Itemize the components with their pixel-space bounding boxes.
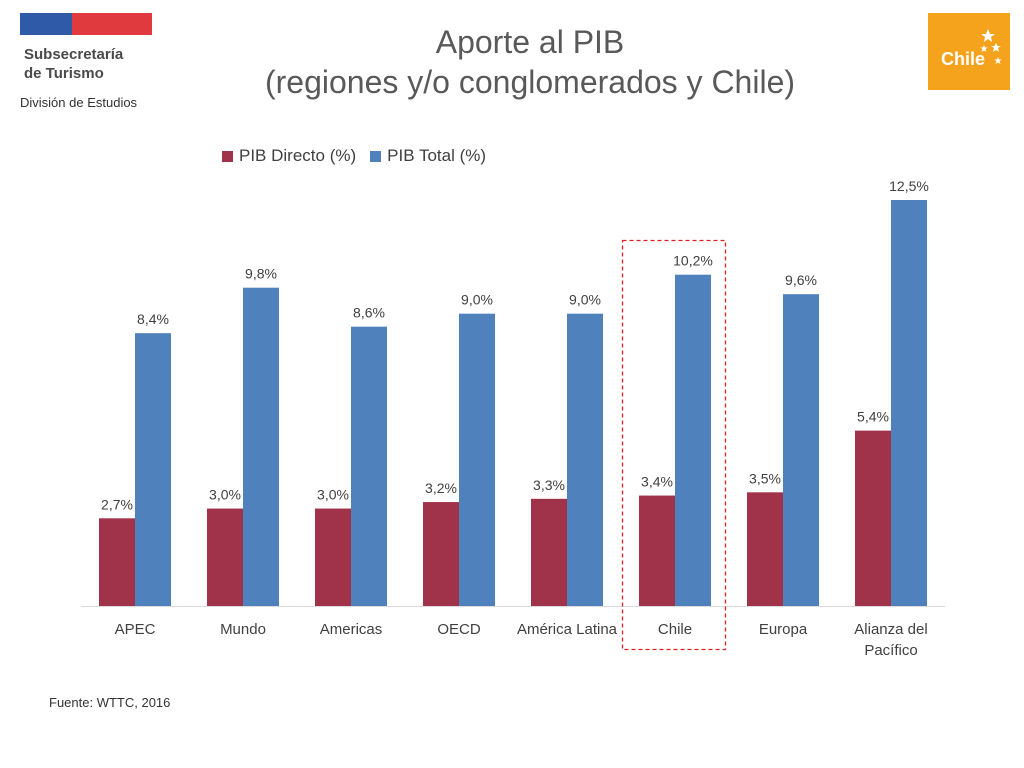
chart-legend: PIB Directo (%) PIB Total (%) bbox=[222, 146, 500, 166]
chile-brand-logo: Chile bbox=[928, 13, 1010, 90]
bar-total bbox=[135, 333, 171, 606]
chart-title-line2: (regiones y/o conglomerados y Chile) bbox=[264, 64, 796, 100]
data-label: 9,6% bbox=[785, 272, 817, 288]
x-tick-label: APEC bbox=[115, 621, 156, 638]
bar-directo bbox=[207, 508, 243, 606]
bar-directo bbox=[423, 502, 459, 606]
x-tick-label: Chile bbox=[658, 621, 692, 638]
bar-total bbox=[891, 200, 927, 606]
data-label: 3,2% bbox=[425, 480, 457, 496]
chart-title-line1: Aporte al PIB bbox=[435, 24, 625, 60]
legend-item-directo: PIB Directo (%) bbox=[222, 146, 356, 166]
bar-directo bbox=[531, 498, 567, 606]
stars-icon bbox=[980, 29, 1002, 64]
x-tick-label: Pacífico bbox=[864, 642, 917, 659]
bar-total bbox=[243, 287, 279, 606]
x-tick-label: Europa bbox=[759, 621, 808, 638]
logo-red-block bbox=[72, 13, 152, 35]
government-logo-bar bbox=[20, 13, 152, 35]
brand-text: Chile bbox=[941, 49, 986, 69]
source-note: Fuente: WTTC, 2016 bbox=[49, 695, 171, 710]
org-name-line2: de Turismo bbox=[24, 65, 104, 82]
data-label: 5,4% bbox=[857, 409, 889, 425]
data-label: 8,4% bbox=[137, 311, 169, 327]
data-label: 9,0% bbox=[461, 292, 493, 308]
bar-total bbox=[567, 313, 603, 606]
legend-label-directo: PIB Directo (%) bbox=[239, 146, 357, 165]
chart-title: Aporte al PIB (regiones y/o conglomerado… bbox=[230, 22, 830, 102]
data-label: 10,2% bbox=[673, 253, 713, 269]
bar-directo bbox=[639, 495, 675, 606]
data-label: 3,3% bbox=[533, 477, 565, 493]
x-tick-label: Alianza del bbox=[854, 621, 927, 638]
bar-total bbox=[351, 326, 387, 606]
x-tick-label: Americas bbox=[320, 621, 383, 638]
data-label: 3,0% bbox=[209, 487, 241, 503]
data-label: 3,5% bbox=[749, 470, 781, 486]
x-tick-label: Mundo bbox=[220, 621, 266, 638]
org-name-line1: Subsecretaría bbox=[24, 46, 124, 63]
bar-directo bbox=[747, 492, 783, 606]
legend-swatch-total bbox=[370, 150, 382, 162]
data-label: 12,5% bbox=[889, 178, 929, 194]
division-label: División de Estudios bbox=[20, 95, 138, 110]
data-label: 2,7% bbox=[101, 496, 133, 512]
bar-directo bbox=[855, 430, 891, 606]
bar-directo bbox=[315, 508, 351, 606]
data-label: 9,0% bbox=[569, 292, 601, 308]
bar-total bbox=[459, 313, 495, 606]
bar-total bbox=[783, 294, 819, 606]
x-tick-label: América Latina bbox=[517, 621, 618, 638]
bar-total bbox=[675, 274, 711, 606]
legend-label-total: PIB Total (%) bbox=[387, 146, 487, 165]
bar-directo bbox=[99, 518, 135, 606]
x-tick-label: OECD bbox=[437, 621, 481, 638]
data-label: 8,6% bbox=[353, 305, 385, 321]
legend-swatch-directo bbox=[222, 150, 233, 162]
data-label: 3,0% bbox=[317, 487, 349, 503]
highlight-box bbox=[621, 239, 727, 651]
logo-blue-block bbox=[20, 13, 72, 35]
legend-item-total: PIB Total (%) bbox=[370, 146, 486, 166]
data-label: 9,8% bbox=[245, 266, 277, 282]
data-label: 3,4% bbox=[641, 474, 673, 490]
